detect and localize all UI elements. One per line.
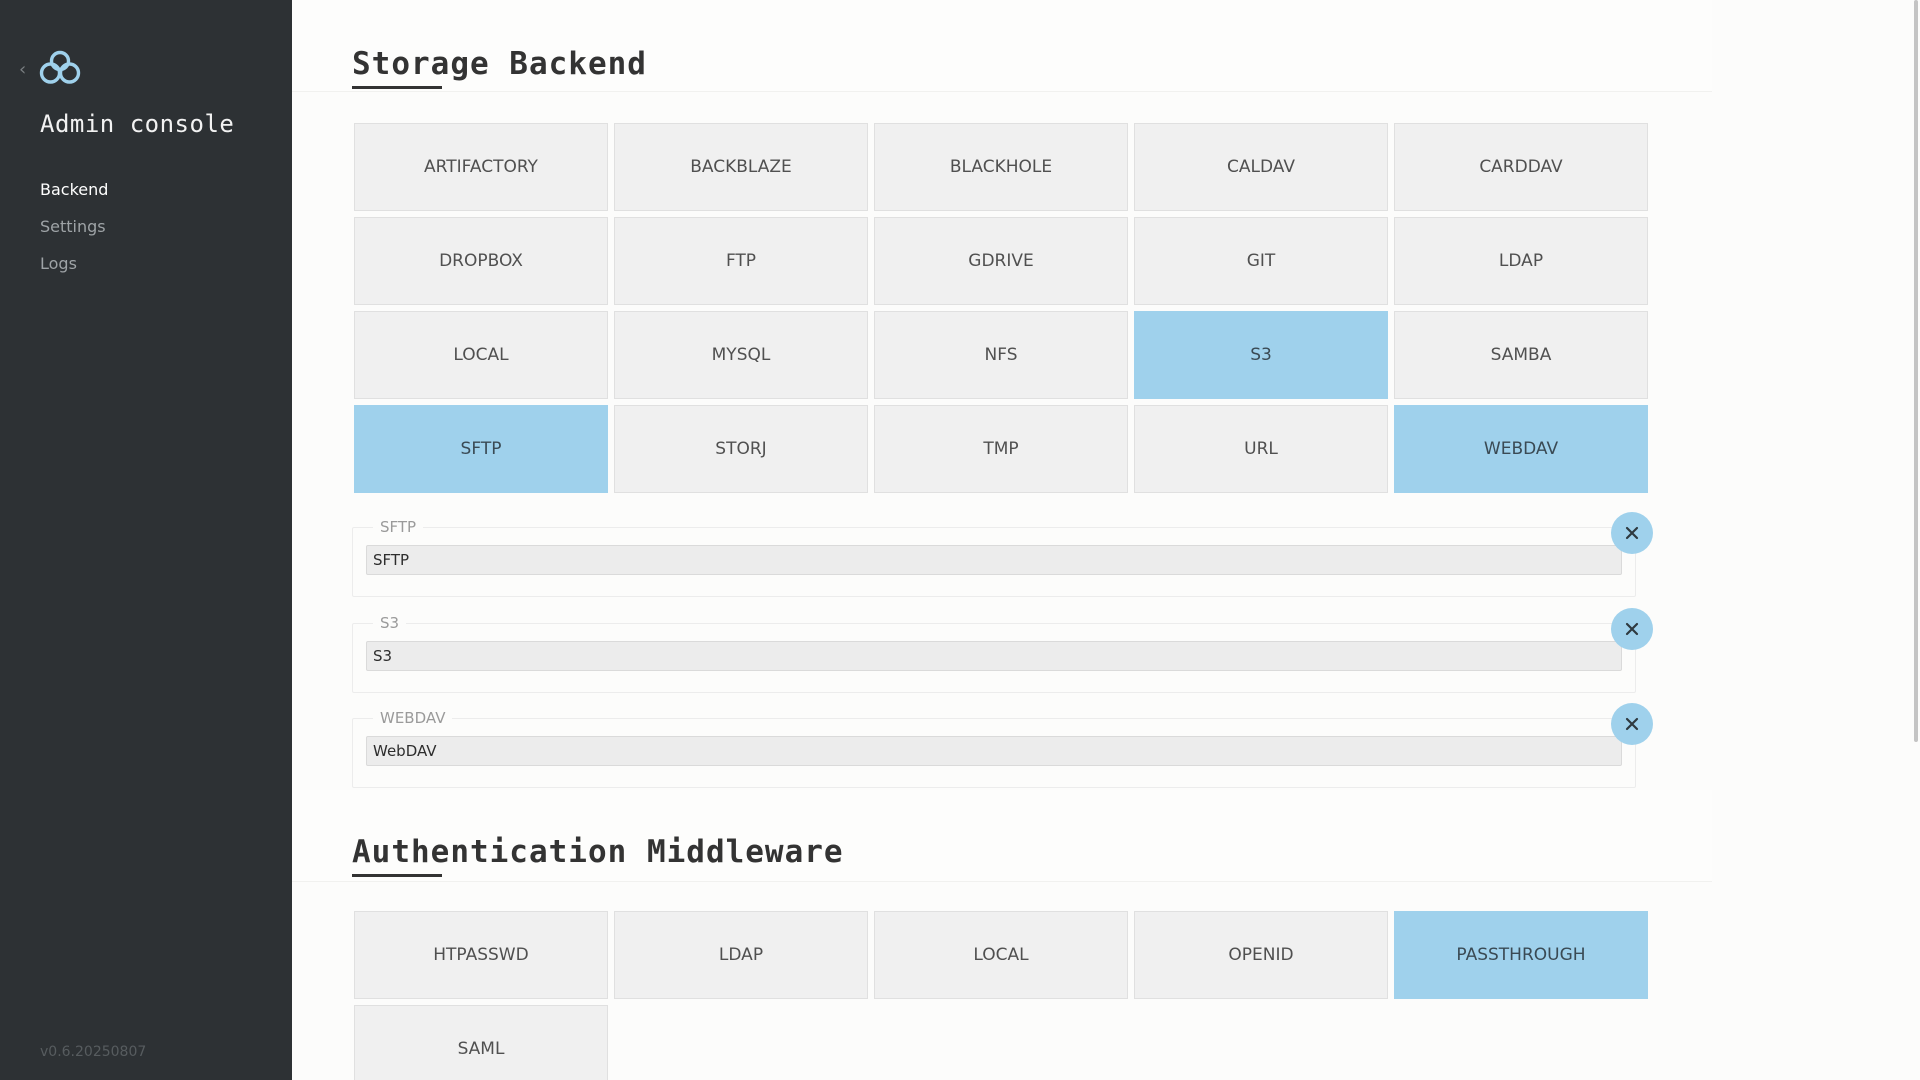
storage-tile-artifactory[interactable]: ARTIFACTORY: [354, 123, 608, 211]
auth-tile-htpasswd[interactable]: HTPASSWD: [354, 911, 608, 999]
auth-section-header: [292, 790, 1712, 882]
nav-item-settings[interactable]: Settings: [40, 217, 106, 236]
storage-section-header: [292, 0, 1712, 92]
chevron-left-icon[interactable]: ‹: [19, 59, 27, 80]
close-icon: [1625, 717, 1639, 731]
remove-sftp-button[interactable]: [1611, 512, 1653, 554]
storage-tile-local[interactable]: LOCAL: [354, 311, 608, 399]
backend-label-input-sftp[interactable]: [366, 545, 1622, 575]
version-label: v0.6.20250807: [40, 1044, 147, 1060]
storage-section-title: Storage Backend: [352, 46, 647, 82]
storage-tile-sftp[interactable]: SFTP: [354, 405, 608, 493]
cloud-icon[interactable]: [38, 50, 82, 86]
storage-tile-s3[interactable]: S3: [1134, 311, 1388, 399]
storage-tile-ldap[interactable]: LDAP: [1394, 217, 1648, 305]
storage-tile-webdav[interactable]: WEBDAV: [1394, 405, 1648, 493]
auth-tile-passthrough[interactable]: PASSTHROUGH: [1394, 911, 1648, 999]
storage-tile-gdrive[interactable]: GDRIVE: [874, 217, 1128, 305]
auth-tile-openid[interactable]: OPENID: [1134, 911, 1388, 999]
auth-tile-saml[interactable]: SAML: [354, 1005, 608, 1080]
auth-tile-local[interactable]: LOCAL: [874, 911, 1128, 999]
storage-title-underline: [352, 86, 442, 89]
storage-tile-backblaze[interactable]: BACKBLAZE: [614, 123, 868, 211]
main-content: Storage Backend ARTIFACTORY BACKBLAZE BLAC…: [292, 0, 1920, 1080]
sidebar: ‹ Admin console Backend Settings Logs v0…: [0, 0, 292, 1080]
storage-tile-ftp[interactable]: FTP: [614, 217, 868, 305]
auth-section-title: Authentication Middleware: [352, 834, 844, 870]
storage-tile-storj[interactable]: STORJ: [614, 405, 868, 493]
auth-middleware-grid: HTPASSWD LDAP LOCAL OPENID PASSTHROUGH SAML: [354, 911, 1648, 1080]
auth-tile-ldap[interactable]: LDAP: [614, 911, 868, 999]
nav-item-backend[interactable]: Backend: [40, 180, 109, 199]
backend-label-input-s3[interactable]: [366, 641, 1622, 671]
storage-tile-blackhole[interactable]: BLACKHOLE: [874, 123, 1128, 211]
nav-item-logs[interactable]: Logs: [40, 254, 77, 273]
close-icon: [1625, 526, 1639, 540]
scrollbar-thumb[interactable]: [1914, 0, 1918, 742]
sidebar-nav: Backend Settings Logs: [40, 178, 108, 289]
close-icon: [1625, 622, 1639, 636]
storage-tile-git[interactable]: GIT: [1134, 217, 1388, 305]
remove-s3-button[interactable]: [1611, 608, 1653, 650]
fieldset-legend: S3: [373, 614, 407, 632]
storage-tile-tmp[interactable]: TMP: [874, 405, 1128, 493]
storage-backend-grid: ARTIFACTORY BACKBLAZE BLACKHOLE CALDAV CARDD…: [354, 123, 1648, 493]
fieldset-legend: SFTP: [373, 518, 424, 536]
remove-webdav-button[interactable]: [1611, 703, 1653, 745]
backend-config-webdav: WEBDAV: [352, 703, 1653, 788]
storage-tile-carddav[interactable]: CARDDAV: [1394, 123, 1648, 211]
storage-tile-samba[interactable]: SAMBA: [1394, 311, 1648, 399]
storage-tile-dropbox[interactable]: DROPBOX: [354, 217, 608, 305]
storage-tile-url[interactable]: URL: [1134, 405, 1388, 493]
storage-tile-nfs[interactable]: NFS: [874, 311, 1128, 399]
backend-config-s3: S3: [352, 608, 1653, 693]
auth-title-underline: [352, 874, 442, 877]
fieldset-legend: WEBDAV: [373, 709, 453, 727]
backend-label-input-webdav[interactable]: [366, 736, 1622, 766]
storage-tile-mysql[interactable]: MYSQL: [614, 311, 868, 399]
storage-tile-caldav[interactable]: CALDAV: [1134, 123, 1388, 211]
backend-config-sftp: SFTP: [352, 512, 1653, 597]
app-title: Admin console: [40, 110, 235, 138]
